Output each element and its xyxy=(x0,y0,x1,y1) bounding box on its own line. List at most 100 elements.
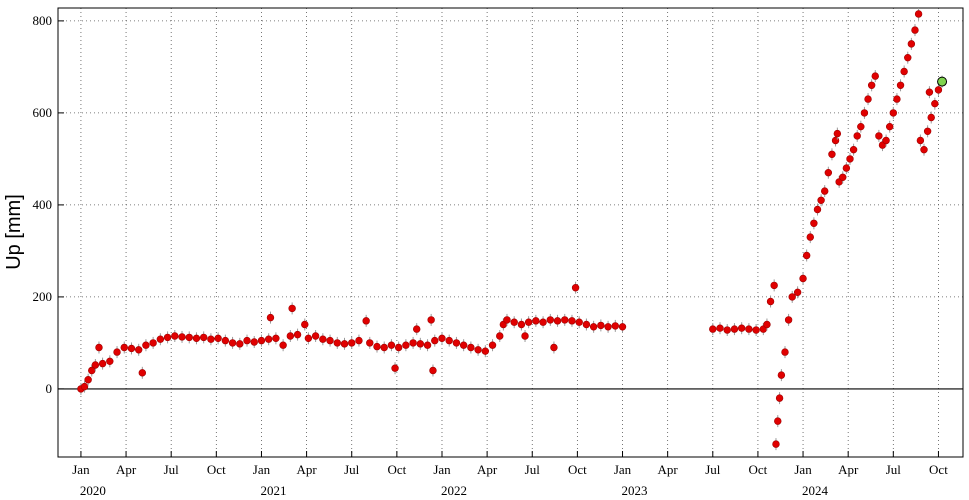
data-point xyxy=(481,347,490,355)
data-point xyxy=(286,332,295,340)
y-tick-label: 200 xyxy=(33,289,53,304)
data-point xyxy=(934,86,943,94)
data-point xyxy=(777,371,786,379)
data-point xyxy=(521,332,529,340)
data-point xyxy=(199,333,208,342)
data-point xyxy=(867,81,876,89)
data-point xyxy=(438,334,446,343)
data-point xyxy=(517,320,526,329)
x-year-label: 2022 xyxy=(441,483,467,498)
data-point xyxy=(860,109,869,117)
data-point xyxy=(496,332,504,340)
data-point xyxy=(178,333,186,341)
data-point xyxy=(716,324,724,332)
data-point xyxy=(236,340,244,348)
data-point xyxy=(842,164,851,172)
data-point xyxy=(886,122,894,131)
data-point xyxy=(752,326,760,334)
x-tick-label: Oct xyxy=(929,462,948,477)
x-tick-label: Oct xyxy=(207,462,226,477)
data-point xyxy=(134,346,143,354)
data-point xyxy=(127,344,136,353)
y-axis-label: Up [mm] xyxy=(3,194,25,270)
x-tick-label: Jan xyxy=(614,462,632,477)
data-point xyxy=(568,317,576,325)
data-point xyxy=(839,173,847,181)
data-point xyxy=(571,284,580,292)
data-point xyxy=(149,339,157,347)
data-point xyxy=(156,335,165,343)
data-point xyxy=(250,338,258,346)
data-point xyxy=(192,334,201,343)
data-point xyxy=(333,339,341,347)
data-point xyxy=(257,336,266,345)
data-point xyxy=(423,341,432,349)
data-point xyxy=(920,145,928,154)
x-tick-label: Apr xyxy=(116,462,137,477)
data-point xyxy=(575,318,583,326)
x-tick-label: Jan xyxy=(72,462,90,477)
data-point xyxy=(788,293,796,301)
data-point xyxy=(221,336,230,345)
data-point xyxy=(459,341,468,349)
data-point xyxy=(142,341,150,349)
data-point xyxy=(207,335,215,343)
data-point xyxy=(431,336,439,345)
data-point xyxy=(301,320,309,329)
data-point xyxy=(589,323,598,331)
data-point xyxy=(931,99,939,108)
data-point xyxy=(95,343,103,352)
data-point xyxy=(474,346,482,354)
x-tick-label: Apr xyxy=(296,462,317,477)
x-tick-label: Jul xyxy=(344,462,360,477)
data-point xyxy=(784,316,793,324)
data-point xyxy=(503,316,511,324)
data-point xyxy=(373,342,381,351)
x-tick-label: Jul xyxy=(164,462,180,477)
data-point xyxy=(416,340,425,348)
data-point xyxy=(904,53,912,62)
x-tick-label: Jan xyxy=(253,462,271,477)
data-point xyxy=(889,109,898,117)
x-tick-label: Oct xyxy=(749,462,768,477)
data-point xyxy=(828,150,836,158)
data-point xyxy=(775,394,784,402)
data-point xyxy=(98,359,107,368)
data-point xyxy=(561,316,569,324)
data-point xyxy=(532,317,540,325)
y-tick-label: 0 xyxy=(46,381,53,396)
x-tick-label: Apr xyxy=(477,462,498,477)
data-point xyxy=(882,136,890,145)
data-point xyxy=(853,132,861,140)
data-point xyxy=(293,330,302,339)
data-point xyxy=(553,317,562,325)
data-point xyxy=(340,340,349,348)
data-point xyxy=(911,26,919,34)
data-point xyxy=(831,136,840,145)
data-point xyxy=(488,341,497,349)
data-point xyxy=(380,343,388,352)
data-point xyxy=(427,316,435,324)
x-tick-label: Apr xyxy=(658,462,679,477)
x-tick-label: Jul xyxy=(705,462,721,477)
x-year-label: 2023 xyxy=(622,483,648,498)
x-tick-label: Jul xyxy=(886,462,902,477)
data-point xyxy=(362,317,370,325)
data-point xyxy=(539,318,547,326)
data-point xyxy=(171,332,179,340)
data-point xyxy=(864,95,872,103)
data-point xyxy=(510,318,518,326)
data-point xyxy=(923,127,932,135)
data-point xyxy=(806,233,814,241)
data-point xyxy=(279,341,287,349)
data-point xyxy=(288,304,296,313)
data-point xyxy=(311,332,320,340)
data-point xyxy=(871,72,879,80)
data-point xyxy=(387,341,396,349)
data-point xyxy=(409,339,417,347)
data-point xyxy=(402,341,410,349)
data-point xyxy=(927,113,935,122)
data-point xyxy=(604,323,612,331)
data-point xyxy=(925,88,934,96)
